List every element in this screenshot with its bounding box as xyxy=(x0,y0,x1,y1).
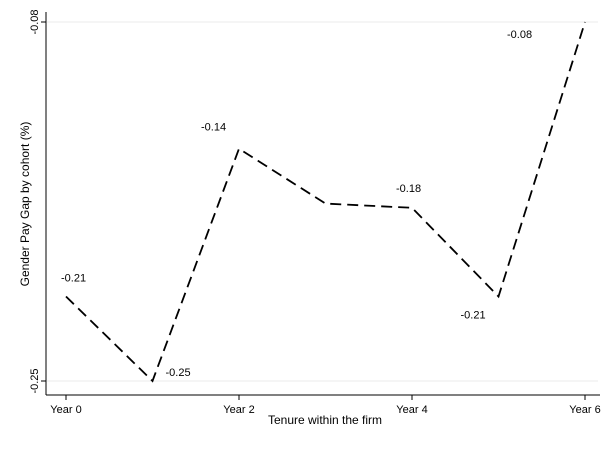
series-line xyxy=(65,21,586,383)
x-tick-label: Year 2 xyxy=(223,404,254,416)
grid-lines xyxy=(47,21,598,382)
data-label: -0.21 xyxy=(461,310,486,322)
ticks: -0.25 -0.08 Year 0 Year 2 Year 4 Year 6 xyxy=(29,9,601,416)
data-label: -0.25 xyxy=(166,367,191,379)
data-label: -0.14 xyxy=(201,122,226,134)
x-tick-label: Year 4 xyxy=(396,404,427,416)
data-label: -0.21 xyxy=(61,273,86,285)
data-labels: -0.21 -0.25 -0.14 -0.18 -0.21 -0.08 xyxy=(61,29,532,379)
y-axis-label: Gender Pay Gap by cohort (%) xyxy=(18,122,32,287)
y-tick-label: -0.08 xyxy=(29,9,41,34)
x-tick-label: Year 0 xyxy=(50,404,81,416)
x-axis-label: Tenure within the firm xyxy=(268,413,382,427)
data-label: -0.08 xyxy=(507,29,532,41)
data-label: -0.18 xyxy=(396,183,421,195)
axes xyxy=(45,12,600,396)
x-tick-label: Year 6 xyxy=(569,404,600,416)
series-layer xyxy=(65,21,586,383)
y-tick-label: -0.25 xyxy=(29,368,41,393)
